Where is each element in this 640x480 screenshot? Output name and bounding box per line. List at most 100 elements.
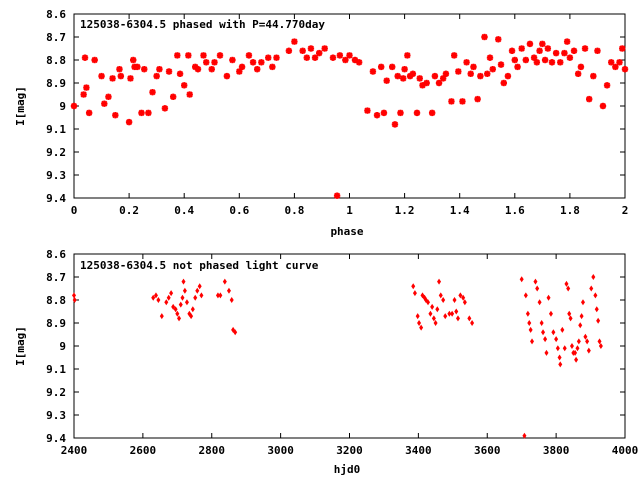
phased-x-tick-label: 0.2: [119, 204, 139, 217]
phased-data-point: [176, 70, 184, 77]
phased-data-point: [373, 112, 381, 119]
phased-x-tick-label: 1.4: [450, 204, 470, 217]
phased-data-point: [497, 61, 505, 68]
phased-y-tick-label: 8.6: [46, 8, 66, 21]
unphased-x-tick-label: 3800: [543, 444, 570, 457]
phased-data-point: [608, 59, 615, 66]
unphased-data-point: [177, 315, 182, 322]
phased-data-point: [413, 109, 421, 117]
unphased-data-point: [593, 292, 598, 299]
phased-data-point: [439, 75, 447, 82]
phased-data-point: [355, 59, 363, 66]
unphased-data-point: [222, 278, 227, 285]
phased-data-point: [544, 45, 552, 52]
phased-data-point: [561, 49, 568, 57]
unphased-data-point: [458, 292, 463, 299]
phased-data-point: [541, 56, 549, 64]
phased-data-point: [500, 79, 507, 87]
phased-data-point: [416, 75, 423, 82]
phased-data-point: [514, 63, 521, 71]
phased-data-point: [570, 47, 578, 54]
phased-data-point: [455, 68, 462, 75]
unphased-data-point: [415, 313, 420, 320]
unphased-data-point: [575, 345, 580, 352]
phased-data-point: [442, 70, 450, 77]
phased-data-point: [389, 63, 396, 71]
unphased-y-tick-label: 9.4: [46, 432, 66, 445]
unphased-data-point: [169, 290, 174, 297]
phased-data-point: [186, 91, 193, 98]
phased-data-point: [619, 45, 626, 52]
unphased-data-point: [533, 278, 538, 285]
unphased-data-point: [173, 306, 178, 313]
phased-data-point: [216, 52, 224, 59]
phased-data-point: [249, 59, 257, 66]
phased-data-point: [85, 109, 93, 117]
phased-x-tick-label: 0.8: [284, 204, 304, 217]
unphased-data-point: [519, 276, 524, 283]
unphased-data-point: [470, 320, 475, 326]
unphased-data-point: [153, 292, 158, 299]
unphased-data-point: [184, 299, 189, 306]
phased-data-point: [459, 98, 466, 105]
phased-data-point: [423, 79, 430, 87]
unphased-data-point: [558, 361, 563, 368]
phased-data-point: [481, 33, 488, 41]
phased-data-point: [70, 102, 78, 110]
unphased-y-tick-label: 9.2: [46, 386, 66, 399]
phased-data-point: [526, 40, 534, 48]
unphased-data-point: [546, 294, 551, 301]
unphased-data-point: [591, 274, 596, 280]
unphased-data-point: [430, 303, 435, 310]
phased-ylabel: I[mag]: [14, 86, 27, 126]
phased-data-point: [254, 66, 261, 73]
unphased-x-tick-label: 2800: [199, 444, 226, 457]
unphased-data-point: [461, 294, 466, 301]
unphased-data-point: [450, 310, 455, 317]
phased-data-point: [599, 102, 607, 110]
phased-data-point: [299, 47, 306, 54]
phased-y-tick-label: 9.2: [46, 146, 66, 159]
phased-data-point: [522, 56, 530, 64]
unphased-plot-frame: [73, 253, 626, 439]
unphased-data-point: [568, 315, 573, 322]
unphased-x-tick-label: 3000: [267, 444, 294, 457]
phased-data-point: [145, 109, 152, 117]
unphased-data-point: [190, 306, 195, 313]
phased-data-point: [333, 192, 341, 199]
unphased-data-point: [527, 320, 532, 326]
phased-data-point: [369, 68, 377, 75]
unphased-data-point: [454, 308, 459, 315]
unphased-data-point: [576, 338, 581, 345]
unphased-data-point: [567, 310, 572, 317]
phased-data-point: [174, 52, 181, 59]
phased-x-tick-label: 2: [622, 204, 629, 217]
phased-data-point: [105, 93, 112, 100]
phased-data-point: [539, 40, 546, 48]
phased-data-point: [112, 112, 119, 119]
phased-title: 125038-6304.5 phased with P=44.770day: [80, 18, 325, 31]
unphased-data-point: [452, 297, 457, 303]
phased-data-point: [83, 84, 90, 91]
phased-data-point: [470, 63, 477, 71]
unphased-y-tick-label: 8.7: [46, 271, 66, 284]
phased-data-point: [484, 70, 491, 77]
unphased-data-point: [229, 297, 234, 303]
phased-data-point: [181, 82, 188, 89]
unphased-x-tick-label: 4000: [612, 444, 639, 457]
phased-x-tick-label: 1.6: [505, 204, 525, 217]
phased-data-point: [200, 52, 207, 59]
phased-data-point: [185, 52, 192, 59]
phased-x-tick-label: 1: [346, 204, 353, 217]
phased-data-point: [303, 54, 310, 61]
phased-data-point: [117, 72, 125, 80]
phased-y-tick-label: 8.7: [46, 31, 66, 44]
unphased-y-tick-label: 9.1: [46, 363, 66, 376]
phased-data-point: [404, 52, 411, 59]
unphased-data-point: [573, 349, 578, 356]
unphased-data-point: [193, 294, 198, 301]
unphased-data-point: [589, 285, 594, 292]
unphased-y-tick-label: 8.8: [46, 294, 66, 307]
phased-data-point: [533, 59, 541, 66]
unphased-data-point: [151, 294, 156, 301]
